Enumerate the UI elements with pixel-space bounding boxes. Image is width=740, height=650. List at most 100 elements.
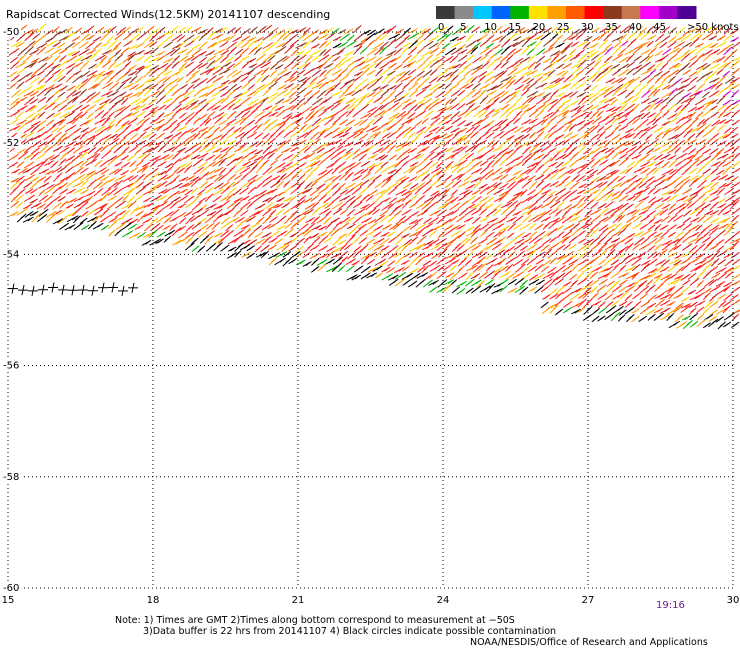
wind-barb-flag	[291, 71, 297, 76]
wind-barb-flag	[377, 117, 382, 122]
wind-barb-flag	[725, 128, 731, 133]
wind-barb-flag	[616, 36, 622, 41]
wind-barb-flag	[153, 91, 159, 96]
wind-barb-flag	[377, 148, 382, 153]
wind-barb-flag	[458, 167, 464, 172]
wind-barb-flag	[419, 90, 425, 94]
wind-barb-flag	[615, 107, 620, 111]
wind-barb-flag	[272, 28, 278, 33]
wind-barb-flag	[684, 139, 690, 144]
wind-barb	[86, 49, 97, 55]
wind-barb-flag	[305, 50, 311, 54]
wind-barb-flag	[410, 167, 416, 171]
wind-barb-flag	[692, 128, 698, 132]
wind-barb-flag	[508, 30, 514, 35]
wind-barb	[162, 111, 173, 118]
wind-barb-flag	[188, 35, 193, 40]
wind-barb-flag	[249, 77, 255, 82]
wind-barb-flag	[544, 184, 550, 188]
wind-barb-flag	[101, 77, 107, 81]
wind-barb-flag	[76, 62, 82, 67]
wind-barb-flag	[251, 155, 256, 160]
wind-barb-flag	[383, 146, 388, 151]
wind-barb-flag	[250, 91, 255, 96]
wind-barb-flag	[188, 90, 194, 95]
wind-barb-flag	[354, 77, 360, 81]
wind-barb-flag	[630, 39, 636, 44]
wind-barb-flag	[664, 147, 670, 152]
wind-barb-flag	[726, 105, 731, 110]
wind-barb-flag	[652, 139, 658, 144]
wind-barb-flag	[654, 168, 659, 173]
wind-barb-flag	[496, 84, 502, 88]
wind-barb-flag	[62, 189, 67, 194]
wind-barb-flag	[725, 162, 730, 166]
wind-barb-flag	[551, 99, 557, 104]
wind-barb-flag	[446, 126, 452, 131]
wind-barb-flag	[735, 57, 740, 62]
wind-barb-flag	[220, 159, 226, 164]
wind-barb-flag	[166, 64, 172, 69]
wind-barb-flag	[306, 57, 312, 61]
wind-barb-flag	[538, 56, 544, 61]
wind-barb-flag	[468, 100, 474, 104]
wind-barb	[640, 161, 651, 168]
wind-barb-flag	[291, 34, 297, 39]
wind-barb-flag	[669, 181, 675, 186]
wind-barb-flag	[257, 70, 262, 75]
wind-barb-flag	[272, 167, 277, 172]
wind-barb-flag	[209, 61, 214, 65]
wind-barb-flag	[40, 47, 45, 52]
wind-barb-flag	[711, 43, 717, 48]
wind-barb-flag	[405, 127, 410, 132]
wind-barb-flag	[439, 109, 445, 114]
wind-barb	[564, 123, 573, 132]
wind-barb-flag	[100, 168, 105, 172]
wind-barb	[158, 154, 170, 161]
wind-barb-flag	[617, 112, 622, 117]
wind-barb-flag	[348, 167, 353, 172]
wind-barb	[715, 41, 727, 48]
wind-barb	[605, 77, 616, 84]
wind-barb-flag	[581, 164, 586, 169]
wind-barb-flag	[684, 83, 690, 88]
wind-barb-flag	[126, 41, 131, 46]
wind-barb-flag	[525, 70, 531, 75]
wind-barb-flag	[335, 69, 341, 74]
wind-barb	[520, 65, 530, 71]
wind-barb-flag	[508, 187, 514, 191]
wind-barb-flag	[151, 42, 156, 47]
wind-barb-flag	[313, 126, 318, 131]
wind-barb-flag	[390, 98, 396, 103]
wind-barb	[23, 62, 34, 69]
wind-barb	[246, 57, 257, 64]
wind-barb-flag	[454, 112, 459, 117]
wind-barb	[155, 50, 165, 57]
wind-barb-flag	[69, 119, 75, 124]
wind-barb-flag	[488, 140, 494, 145]
wind-barb-flag	[441, 71, 447, 76]
wind-barb-flag	[538, 132, 543, 137]
wind-barb-flag	[644, 62, 650, 67]
wind-barb-flag	[312, 106, 318, 111]
wind-barb-flag	[734, 100, 739, 105]
wind-barb	[729, 83, 740, 91]
wind-barb-flag	[320, 91, 325, 96]
wind-barb-flag	[643, 187, 649, 192]
wind-barb-flag	[369, 166, 374, 171]
wind-barb-flag	[76, 28, 81, 33]
wind-barb-flag	[301, 78, 306, 82]
wind-barb-flag	[728, 147, 733, 152]
wind-barb-flag	[250, 187, 255, 192]
wind-barb-flag	[559, 167, 565, 172]
wind-barb	[486, 90, 497, 97]
wind-barb-flag	[551, 162, 557, 167]
wind-barb-flag	[82, 161, 88, 165]
wind-barb	[332, 98, 344, 105]
wind-barb-flag	[374, 132, 380, 137]
wind-barb-flag	[54, 64, 59, 69]
wind-barb-flag	[563, 111, 569, 116]
wind-barb	[121, 124, 132, 134]
wind-barb-flag	[447, 56, 452, 61]
wind-barb-flag	[342, 127, 348, 132]
